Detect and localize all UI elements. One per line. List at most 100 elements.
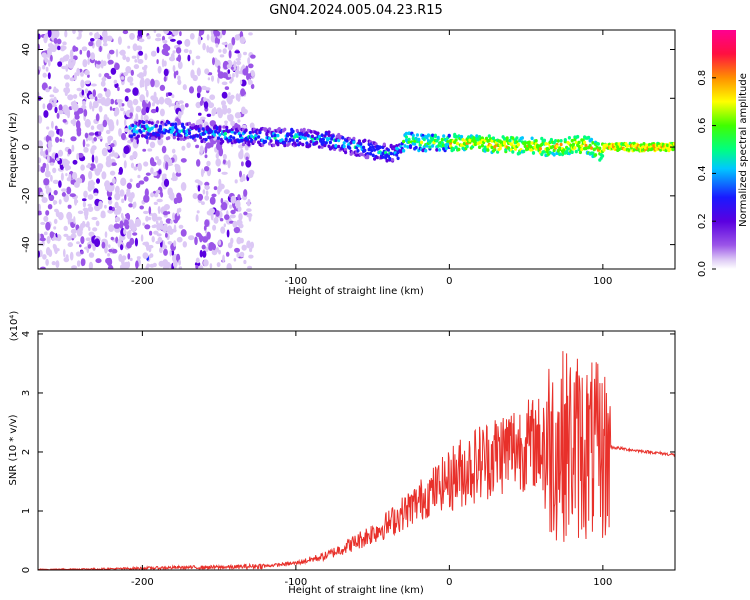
heatmap-cell — [55, 209, 60, 218]
heatmap-cell — [175, 47, 182, 54]
heatmap-cell — [113, 79, 118, 85]
heatmap-cell — [145, 172, 151, 176]
heatmap-cell — [163, 68, 169, 77]
heatmap-cell — [57, 45, 61, 51]
heatmap-cell — [366, 155, 370, 160]
heatmap-cell — [46, 103, 53, 111]
heatmap-cell — [71, 265, 78, 269]
heatmap-cell — [327, 133, 331, 138]
heatmap-cell — [111, 150, 115, 155]
heatmap-cell — [234, 112, 242, 119]
heatmap-cell — [269, 139, 273, 143]
heatmap-cell — [330, 137, 334, 141]
heatmap-cell — [172, 212, 176, 220]
heatmap-cell — [81, 89, 85, 96]
heatmap-cell — [221, 91, 228, 99]
heatmap-cell — [200, 168, 204, 178]
heatmap-cell — [301, 142, 305, 147]
heatmap-cell — [116, 99, 123, 104]
heatmap-cell — [67, 216, 71, 225]
heatmap-cell — [558, 152, 562, 156]
heatmap-cell — [53, 86, 57, 92]
heatmap-cell — [131, 123, 135, 128]
heatmap-cell — [573, 146, 577, 150]
heatmap-cell — [436, 135, 440, 140]
heatmap-cell — [135, 130, 139, 134]
heatmap-cell — [320, 145, 324, 149]
heatmap-cell — [88, 226, 91, 231]
heatmap-cell — [69, 218, 74, 223]
heatmap-cell — [348, 146, 352, 150]
heatmap-cell — [77, 210, 84, 215]
heatmap-cell — [95, 31, 100, 40]
heatmap-cell — [155, 240, 161, 245]
heatmap-cell — [51, 104, 57, 108]
heatmap-cell — [218, 240, 222, 246]
heatmap-cell — [115, 236, 119, 244]
heatmap-cell — [254, 137, 258, 141]
heatmap-cell — [224, 86, 230, 90]
heatmap-cell — [665, 143, 670, 148]
heatmap-cell — [40, 221, 46, 225]
heatmap-cell — [115, 48, 119, 58]
heatmap-cell — [148, 206, 152, 215]
heatmap-cell — [672, 142, 675, 146]
heatmap-cell — [150, 50, 157, 57]
heatmap-cell — [122, 30, 129, 35]
heatmap-cell — [47, 72, 51, 80]
heatmap-cell — [120, 107, 125, 112]
heatmap-cell — [49, 162, 55, 166]
heatmap-cell — [42, 72, 47, 78]
heatmap-cell — [559, 139, 563, 143]
heatmap-cell — [381, 155, 385, 159]
heatmap-cell — [237, 94, 241, 102]
heatmap-cell — [74, 197, 78, 206]
heatmap-cell — [76, 260, 81, 267]
heatmap-cell — [201, 85, 207, 90]
heatmap-cell — [344, 147, 348, 152]
heatmap-cell — [243, 189, 248, 197]
heatmap-cell — [556, 139, 560, 143]
heatmap-cell — [234, 34, 241, 41]
heatmap-cell — [237, 194, 241, 201]
heatmap-cell — [76, 126, 82, 134]
heatmap-cell — [70, 53, 74, 61]
heatmap-cell — [173, 197, 178, 204]
heatmap-cell — [94, 96, 98, 102]
heatmap-cell — [170, 38, 176, 42]
heatmap-cell — [63, 74, 70, 80]
heatmap-cell — [233, 258, 237, 262]
heatmap-cell — [87, 162, 91, 167]
heatmap-cell — [291, 129, 295, 134]
heatmap-cell — [148, 216, 152, 221]
heatmap-cell — [136, 134, 140, 139]
heatmap-cell — [204, 166, 210, 172]
heatmap-cell — [204, 68, 210, 75]
heatmap-cell — [124, 95, 129, 102]
heatmap-cell — [216, 107, 223, 115]
heatmap-cell — [198, 265, 204, 269]
heatmap-cell — [204, 246, 209, 252]
heatmap-cell — [225, 125, 229, 130]
heatmap-cell — [454, 138, 458, 142]
heatmap-cell — [241, 106, 246, 115]
heatmap-cell — [265, 132, 269, 137]
heatmap-cell — [196, 210, 200, 214]
heatmap-cell — [425, 136, 429, 140]
heatmap-cell — [79, 244, 82, 248]
heatmap-cell — [310, 134, 314, 139]
heatmap-cell — [334, 143, 338, 148]
heatmap-cell — [117, 36, 122, 45]
heatmap-cell — [142, 66, 146, 71]
heatmap-cell — [101, 147, 108, 157]
heatmap-cell — [193, 138, 197, 142]
heatmap-cell — [371, 145, 375, 149]
heatmap-cell — [74, 114, 80, 120]
heatmap-cell — [222, 153, 227, 160]
heatmap-cell — [227, 96, 231, 105]
heatmap-cell — [199, 145, 204, 155]
heatmap-cell — [144, 53, 148, 61]
heatmap-cell — [156, 216, 163, 221]
heatmap-cell — [212, 224, 217, 231]
